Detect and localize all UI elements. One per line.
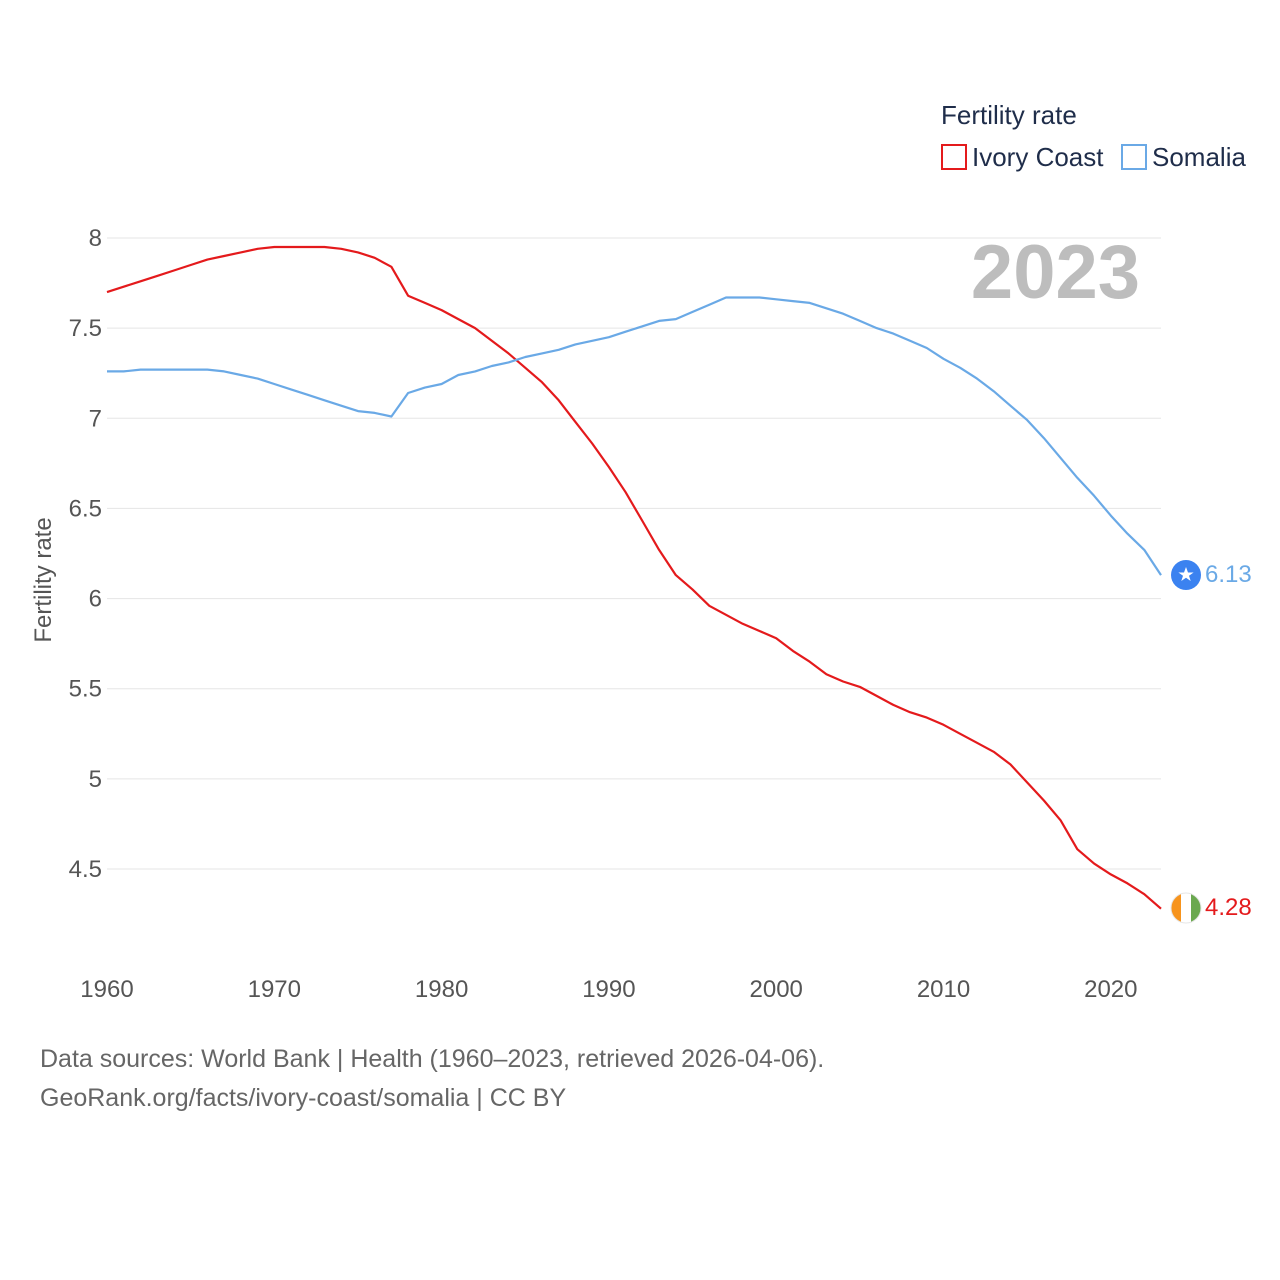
y-tick-label: 5 <box>89 766 102 793</box>
x-tick-label: 1960 <box>80 976 133 1003</box>
end-marker-somalia[interactable] <box>1171 560 1201 590</box>
year-badge: 2023 <box>971 230 1140 315</box>
x-tick-label: 2020 <box>1084 976 1137 1003</box>
source-credit: Data sources: World Bank | Health (1960–… <box>40 1045 825 1073</box>
y-tick-label: 5.5 <box>69 676 102 703</box>
source-link[interactable]: GeoRank.org/facts/ivory-coast/somalia | … <box>40 1084 567 1112</box>
x-tick-label: 2000 <box>750 976 803 1003</box>
y-tick-label: 8 <box>89 225 102 252</box>
x-tick-label: 2010 <box>917 976 970 1003</box>
x-tick-label: 1970 <box>248 976 301 1003</box>
legend-item-ivory-coast[interactable]: Ivory Coast <box>941 142 1104 172</box>
end-label-ivory-coast: 4.28 <box>1205 894 1252 921</box>
y-tick-label: 6 <box>89 586 102 613</box>
end-marker-ivory-coast[interactable] <box>1170 892 1202 924</box>
x-tick-label: 1990 <box>582 976 635 1003</box>
legend-label-ivory-coast: Ivory Coast <box>972 142 1104 172</box>
gridlines <box>107 237 1161 870</box>
y-tick-label: 4.5 <box>69 856 102 883</box>
star-icon <box>1178 567 1194 581</box>
series-lines <box>106 245 1162 910</box>
legend-label-somalia: Somalia <box>1152 142 1246 172</box>
series-line-somalia[interactable] <box>107 296 1162 576</box>
y-tick-label: 7.5 <box>69 315 102 342</box>
legend-item-somalia[interactable]: Somalia <box>1121 142 1246 172</box>
legend-title: Fertility rate <box>941 100 1077 130</box>
series-line-ivory-coast[interactable] <box>106 245 1162 910</box>
end-label-somalia: 6.13 <box>1205 561 1252 588</box>
y-axis-ticks: 4.5 5 5.5 6 6.5 7 7.5 8 <box>69 225 102 883</box>
y-tick-label: 6.5 <box>69 495 102 522</box>
y-tick-label: 7 <box>89 405 102 432</box>
legend: Fertility rate Ivory Coast Somalia <box>941 100 1246 172</box>
ivory-coast-flag-icon <box>1171 893 1201 923</box>
y-axis-title: Fertility rate <box>30 517 57 642</box>
x-tick-label: 1980 <box>415 976 468 1003</box>
legend-swatch-ivory-coast <box>941 144 967 170</box>
legend-swatch-somalia <box>1121 144 1147 170</box>
x-axis-ticks: 1960 1970 1980 1990 2000 2010 2020 <box>80 976 1137 1003</box>
